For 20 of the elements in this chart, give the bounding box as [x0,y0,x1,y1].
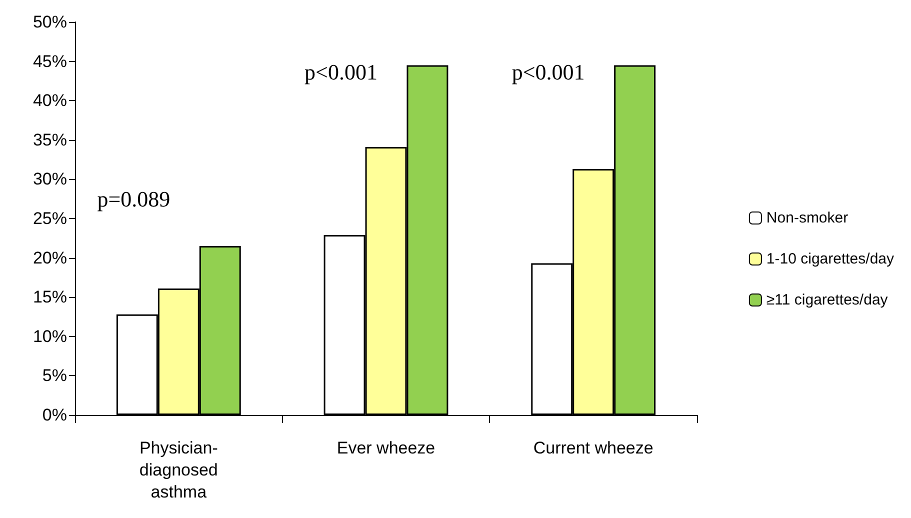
legend-label: ≥11 cigarettes/day [766,292,888,308]
y-tick-label: 5% [42,366,67,386]
y-tick-label: 35% [32,130,67,150]
y-tick-label: 45% [32,52,67,71]
x-tick-label: Current wheeze [533,438,654,458]
legend-label: Non-smoker [766,210,848,226]
x-tick-label: Ever wheeze [336,438,436,458]
y-tick-label: 30% [32,170,67,189]
legend-label: 1-10 cigarettes/day [766,250,894,268]
y-tick-label: 25% [32,209,67,228]
y-tick-label: 15% [32,288,67,307]
annotation: p<0.001 [304,60,378,84]
y-tick-label: 20% [32,248,67,268]
y-tick-label: 10% [32,326,67,346]
y-tick-label: 0% [42,406,67,424]
annotation: p<0.001 [512,60,585,84]
y-tick-label: 50% [32,12,67,32]
y-tick-label: 40% [32,91,67,110]
x-tick-label: Physician-diagnosed asthma [139,438,218,502]
annotation: p=0.089 [97,186,170,212]
